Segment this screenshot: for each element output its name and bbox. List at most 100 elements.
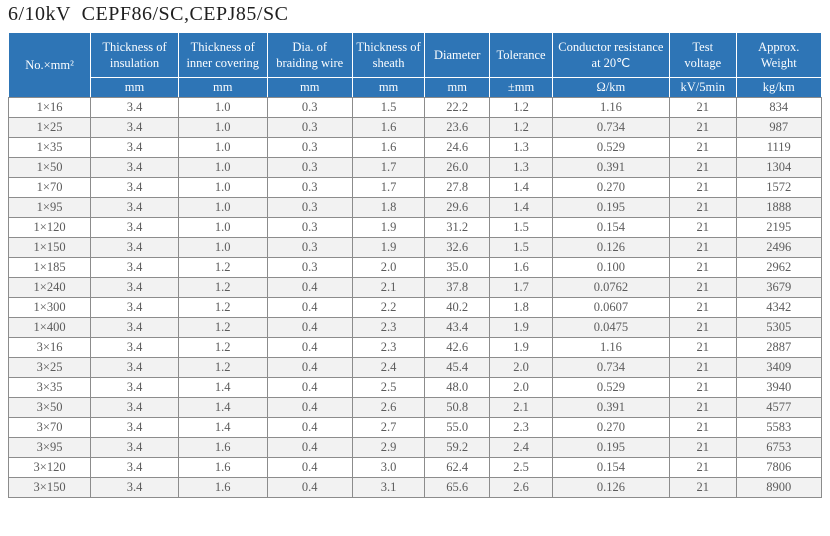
- cell-inner_covering: 1.6: [177, 437, 268, 458]
- cell-tolerance: 2.5: [489, 457, 553, 478]
- cell-diameter: 23.6: [424, 117, 491, 138]
- cell-inner_covering: 1.0: [177, 157, 268, 178]
- cell-insulation: 3.4: [90, 417, 179, 438]
- cell-test_voltage: 21: [668, 397, 737, 418]
- cell-braiding_wire: 0.4: [266, 457, 353, 478]
- table-row: 3×25 3.4 1.2 0.4 2.4 45.4 2.0 0.734 21 3409: [7, 357, 823, 378]
- cell-diameter: 59.2: [424, 437, 491, 458]
- cell-test_voltage: 21: [668, 237, 737, 258]
- cell-resistance: 0.391: [551, 397, 670, 418]
- cell-insulation: 3.4: [90, 257, 179, 278]
- cell-resistance: 1.16: [551, 337, 670, 358]
- spec-sheet-page: 6/10kV CEPF86/SC,CEPJ85/SC No.×mm² Thickn…: [7, 3, 823, 498]
- cell-test_voltage: 21: [668, 217, 737, 238]
- cell-diameter: 26.0: [424, 157, 491, 178]
- cell-diameter: 42.6: [424, 337, 491, 358]
- cell-braiding_wire: 0.3: [266, 237, 353, 258]
- cell-sheath: 2.9: [351, 437, 426, 458]
- cell-braiding_wire: 0.4: [266, 277, 353, 298]
- cell-resistance: 0.154: [551, 217, 670, 238]
- cell-diameter: 65.6: [424, 477, 491, 498]
- cell-insulation: 3.4: [90, 137, 179, 158]
- cell-test_voltage: 21: [668, 117, 737, 138]
- cell-inner_covering: 1.4: [177, 417, 268, 438]
- cell-insulation: 3.4: [90, 197, 179, 218]
- cell-sheath: 2.4: [351, 357, 426, 378]
- cell-resistance: 0.391: [551, 157, 670, 178]
- table-row: 3×150 3.4 1.6 0.4 3.1 65.6 2.6 0.126 21 8900: [7, 477, 823, 498]
- cell-tolerance: 1.7: [489, 277, 553, 298]
- cell-tolerance: 2.3: [489, 417, 553, 438]
- cell-diameter: 45.4: [424, 357, 491, 378]
- cell-sheath: 1.6: [351, 117, 426, 138]
- cell-tolerance: 2.0: [489, 357, 553, 378]
- cell-braiding_wire: 0.4: [266, 437, 353, 458]
- cell-weight: 4577: [735, 397, 823, 418]
- table-header: No.×mm² Thickness of insulation Thickness …: [7, 32, 823, 98]
- column-header-sheath: Thickness of sheath: [351, 32, 426, 78]
- column-header-test_voltage: Test voltage: [668, 32, 737, 78]
- cell-sheath: 1.9: [351, 217, 426, 238]
- table-row: 1×150 3.4 1.0 0.3 1.9 32.6 1.5 0.126 21 2496: [7, 237, 823, 258]
- cell-inner_covering: 1.0: [177, 97, 268, 118]
- cell-size: 3×95: [7, 437, 92, 458]
- column-header-braiding_wire: Dia. of braiding wire: [266, 32, 353, 78]
- cell-sheath: 2.1: [351, 277, 426, 298]
- cell-diameter: 37.8: [424, 277, 491, 298]
- cell-tolerance: 1.2: [489, 117, 553, 138]
- cell-size: 1×120: [7, 217, 92, 238]
- header-label-row: No.×mm² Thickness of insulation Thickness …: [7, 32, 823, 98]
- cell-size: 3×70: [7, 417, 92, 438]
- cell-size: 3×120: [7, 457, 92, 478]
- column-unit-sheath: mm: [351, 77, 426, 98]
- cell-sheath: 2.5: [351, 377, 426, 398]
- cell-size: 1×70: [7, 177, 92, 198]
- cell-insulation: 3.4: [90, 357, 179, 378]
- cell-test_voltage: 21: [668, 437, 737, 458]
- cell-insulation: 3.4: [90, 477, 179, 498]
- cell-braiding_wire: 0.3: [266, 117, 353, 138]
- cell-inner_covering: 1.6: [177, 477, 268, 498]
- column-unit-weight: kg/km: [735, 77, 823, 98]
- cell-sheath: 2.6: [351, 397, 426, 418]
- cell-sheath: 1.7: [351, 157, 426, 178]
- cell-resistance: 0.0762: [551, 277, 670, 298]
- table-row: 1×120 3.4 1.0 0.3 1.9 31.2 1.5 0.154 21 2195: [7, 217, 823, 238]
- cell-weight: 987: [735, 117, 823, 138]
- cell-test_voltage: 21: [668, 317, 737, 338]
- cell-resistance: 0.0475: [551, 317, 670, 338]
- cell-size: 1×35: [7, 137, 92, 158]
- cell-test_voltage: 21: [668, 457, 737, 478]
- cell-weight: 2195: [735, 217, 823, 238]
- cell-weight: 2887: [735, 337, 823, 358]
- cell-test_voltage: 21: [668, 177, 737, 198]
- column-header-tolerance: Tolerance: [489, 32, 553, 78]
- table-row: 3×16 3.4 1.2 0.4 2.3 42.6 1.9 1.16 21 2887: [7, 337, 823, 358]
- cell-braiding_wire: 0.3: [266, 137, 353, 158]
- cell-sheath: 2.3: [351, 337, 426, 358]
- cell-test_voltage: 21: [668, 277, 737, 298]
- cell-weight: 3409: [735, 357, 823, 378]
- cell-tolerance: 2.1: [489, 397, 553, 418]
- cell-braiding_wire: 0.3: [266, 97, 353, 118]
- cell-sheath: 3.1: [351, 477, 426, 498]
- cell-tolerance: 1.4: [489, 197, 553, 218]
- column-header-insulation: Thickness of insulation: [90, 32, 179, 78]
- cell-weight: 5583: [735, 417, 823, 438]
- cell-diameter: 55.0: [424, 417, 491, 438]
- page-title: 6/10kV CEPF86/SC,CEPJ85/SC: [8, 3, 289, 25]
- cell-sheath: 2.2: [351, 297, 426, 318]
- table-row: 3×50 3.4 1.4 0.4 2.6 50.8 2.1 0.391 21 4577: [7, 397, 823, 418]
- cell-weight: 7806: [735, 457, 823, 478]
- cell-weight: 2962: [735, 257, 823, 278]
- table-row: 1×16 3.4 1.0 0.3 1.5 22.2 1.2 1.16 21 834: [7, 97, 823, 118]
- cell-size: 1×240: [7, 277, 92, 298]
- cell-diameter: 27.8: [424, 177, 491, 198]
- cell-test_voltage: 21: [668, 337, 737, 358]
- cell-weight: 8900: [735, 477, 823, 498]
- cell-weight: 4342: [735, 297, 823, 318]
- cell-tolerance: 1.9: [489, 317, 553, 338]
- cell-weight: 6753: [735, 437, 823, 458]
- cell-resistance: 0.154: [551, 457, 670, 478]
- column-header-inner_covering: Thickness of inner covering: [177, 32, 268, 78]
